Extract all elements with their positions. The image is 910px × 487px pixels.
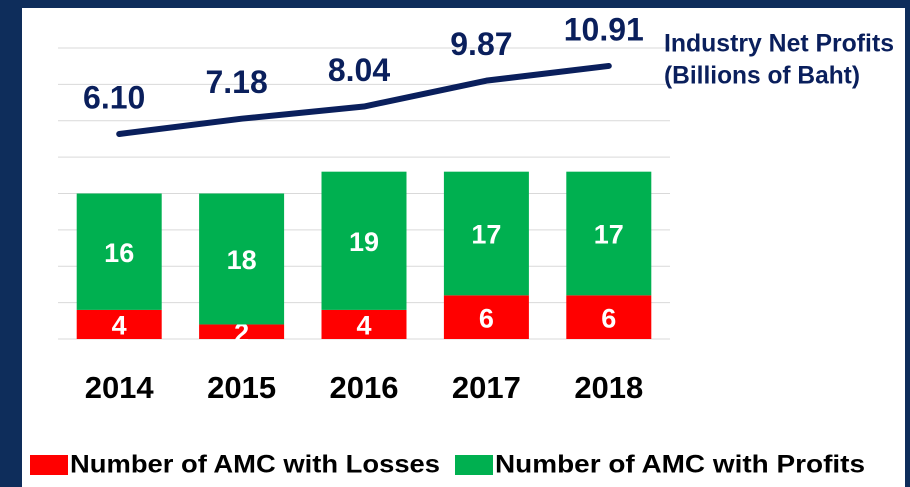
x-tick-label: 2016 — [330, 370, 399, 405]
bar-segment — [566, 171, 652, 296]
x-tick-label: 2017 — [452, 370, 521, 405]
legend-label: Number of AMC with Profits — [495, 451, 865, 479]
line-series — [116, 62, 612, 137]
bar-value-label: 18 — [227, 245, 257, 275]
bar-value-label: 4 — [112, 311, 127, 341]
line-unit-annotation: (Billions of Baht) — [664, 62, 860, 90]
bar-value-label: 4 — [356, 311, 371, 341]
line-value-label: 10.91 — [564, 11, 644, 47]
bar-segment — [321, 171, 407, 310]
legend-swatch — [30, 455, 68, 475]
bar-value-label: 6 — [479, 303, 494, 333]
bar-segment — [76, 309, 162, 339]
x-tick-label: 2015 — [207, 370, 276, 405]
bar-segment — [443, 295, 529, 339]
bar-value-label: 16 — [104, 238, 134, 268]
bar-segment — [199, 193, 285, 325]
x-tick-label: 2018 — [574, 370, 643, 405]
legend-label: Number of AMC with Losses — [70, 451, 440, 479]
bar-value-label: 2 — [234, 318, 249, 348]
line-value-label: 9.87 — [450, 26, 512, 62]
bar-value-label: 6 — [601, 303, 616, 333]
line-value-label: 7.18 — [205, 64, 267, 100]
bar-value-label: 19 — [349, 227, 379, 257]
bar-segment — [321, 309, 407, 339]
line-value-label: 8.04 — [328, 52, 390, 88]
line-value-label: 6.10 — [83, 79, 145, 115]
bar-value-label: 17 — [471, 220, 501, 250]
legend-swatch — [455, 455, 493, 475]
bar-segment — [443, 171, 529, 296]
bar-segment — [566, 295, 652, 339]
x-tick-label: 2014 — [85, 370, 155, 405]
bar-segment — [76, 193, 162, 310]
bar-value-label: 17 — [594, 220, 624, 250]
bar-segment — [199, 324, 285, 339]
line-series-name: Industry Net Profits — [664, 30, 894, 58]
